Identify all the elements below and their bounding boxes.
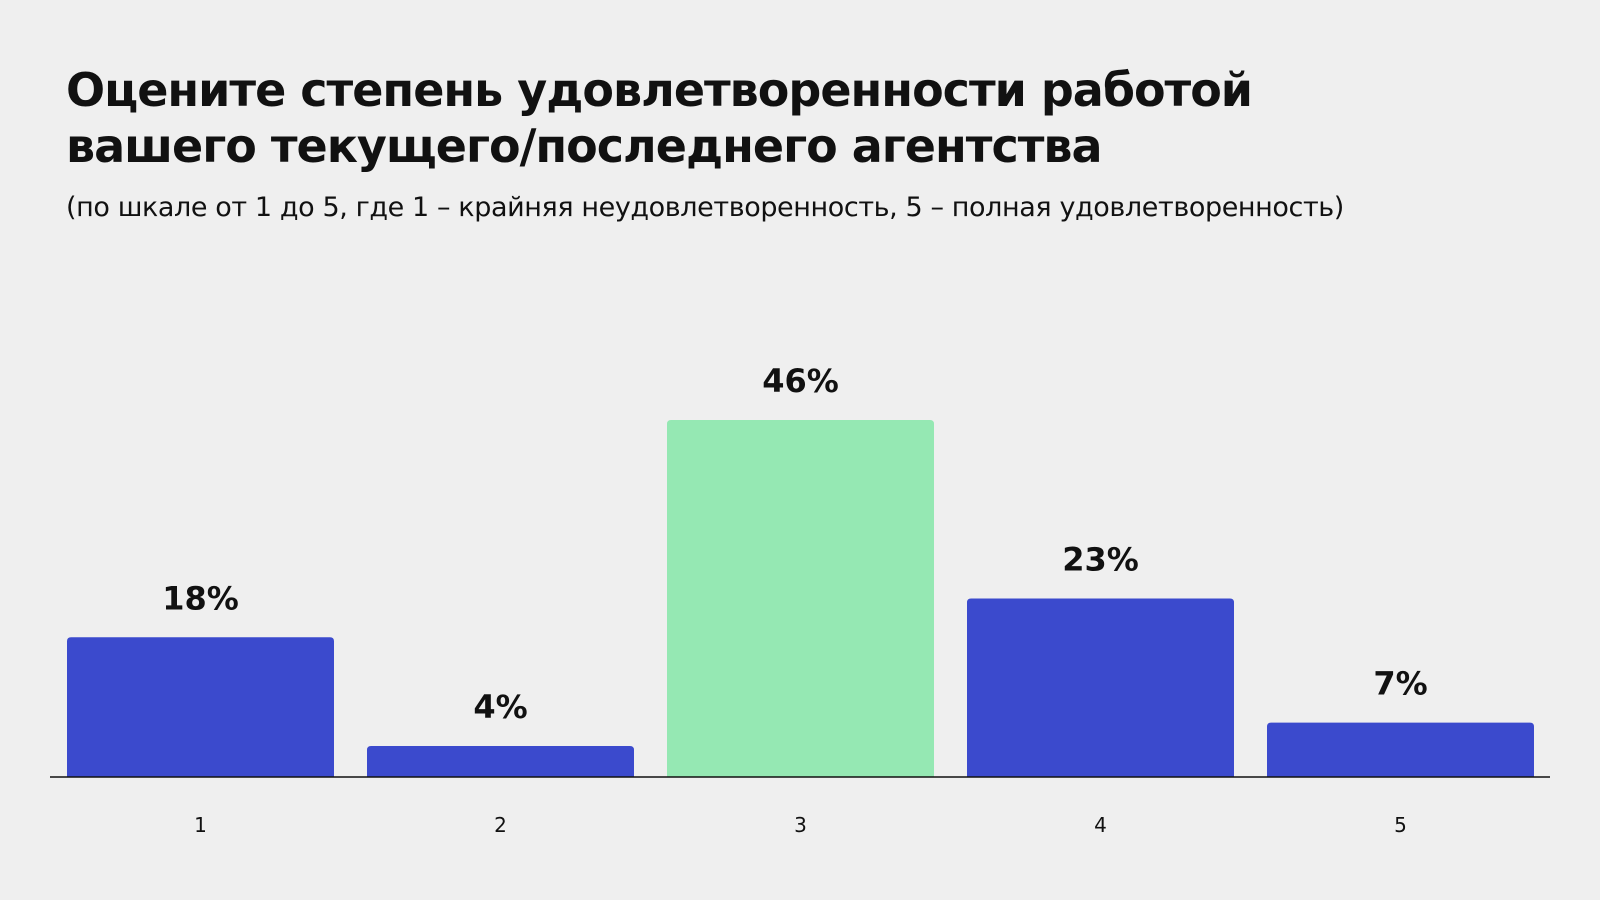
x-tick-label-3: 3	[794, 813, 807, 837]
value-label-4: 23%	[1062, 541, 1139, 579]
value-label-2: 4%	[473, 688, 527, 726]
chart-title-line-2: вашего текущего/последнего агентства	[66, 119, 1103, 173]
bar-1	[67, 637, 334, 777]
bars-group	[67, 420, 1534, 777]
chart-subtitle: (по шкале от 1 до 5, где 1 – крайняя неу…	[66, 192, 1344, 223]
bar-3	[667, 420, 934, 777]
bar-2	[367, 745, 634, 777]
chart-title-line-1: Оцените степень удовлетворенности работо…	[66, 63, 1253, 117]
value-label-1: 18%	[162, 579, 239, 617]
value-labels-group: 18% 4% 46% 23% 7%	[162, 362, 1427, 726]
value-label-3: 46%	[762, 362, 839, 400]
value-label-5: 7%	[1373, 665, 1427, 703]
chart-title: Оцените степень удовлетворенности работо…	[66, 62, 1516, 174]
x-tick-label-1: 1	[194, 813, 207, 837]
bar-4	[967, 598, 1234, 777]
tick-labels-group: 1 2 3 4 5	[194, 813, 1407, 837]
x-tick-label-4: 4	[1094, 813, 1107, 837]
bar-5	[1267, 722, 1534, 777]
x-tick-label-2: 2	[494, 813, 507, 837]
x-tick-label-5: 5	[1394, 813, 1407, 837]
